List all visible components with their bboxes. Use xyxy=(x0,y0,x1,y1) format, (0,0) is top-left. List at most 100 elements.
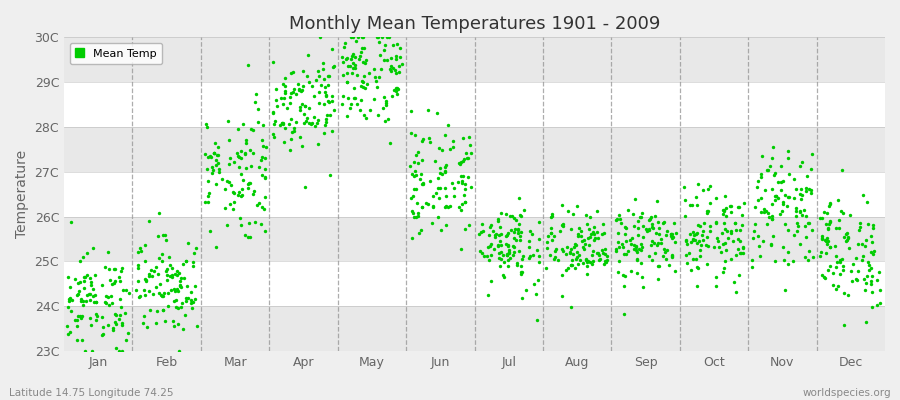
Point xyxy=(508,226,522,232)
Point xyxy=(340,78,355,85)
Point xyxy=(682,250,697,256)
Point xyxy=(346,50,360,57)
Point xyxy=(427,204,441,210)
Point xyxy=(101,249,115,256)
Point xyxy=(384,63,399,69)
Point xyxy=(74,297,88,304)
Point xyxy=(188,295,202,302)
Point xyxy=(149,264,164,270)
Point xyxy=(382,66,397,73)
Point xyxy=(530,277,544,283)
Point xyxy=(709,195,724,201)
Point xyxy=(500,230,515,236)
Point xyxy=(298,102,312,109)
Point xyxy=(392,63,406,69)
Point xyxy=(143,307,157,314)
Point xyxy=(356,78,370,85)
Point xyxy=(79,292,94,298)
Point xyxy=(769,192,783,199)
Point xyxy=(507,214,521,221)
Point xyxy=(234,155,248,161)
Point xyxy=(710,235,724,241)
Point xyxy=(820,235,834,242)
Point xyxy=(729,289,743,295)
Point xyxy=(760,210,775,216)
Point xyxy=(657,246,671,252)
Point xyxy=(438,203,453,210)
Point xyxy=(632,245,646,252)
Point xyxy=(500,252,514,258)
Point xyxy=(853,224,868,230)
Point xyxy=(860,273,874,279)
Point xyxy=(282,120,296,127)
Point xyxy=(588,235,602,241)
Point xyxy=(348,64,363,71)
Point xyxy=(86,293,100,299)
Point xyxy=(320,92,334,98)
Point xyxy=(376,105,391,111)
Point xyxy=(266,130,280,137)
Point xyxy=(141,218,156,224)
Point xyxy=(458,186,473,192)
Point xyxy=(296,83,310,90)
Point xyxy=(316,60,330,66)
Point xyxy=(860,319,874,325)
Point xyxy=(433,170,447,176)
Point xyxy=(107,280,122,286)
Point xyxy=(116,287,130,293)
Point xyxy=(84,282,98,288)
Point xyxy=(690,265,705,272)
Point xyxy=(667,220,681,226)
Point xyxy=(438,162,453,168)
Point xyxy=(500,252,514,259)
Point xyxy=(819,250,833,256)
Point xyxy=(509,236,524,243)
Point xyxy=(452,204,466,210)
Point xyxy=(563,226,578,232)
Point xyxy=(548,248,562,255)
Point xyxy=(778,287,792,293)
Point xyxy=(506,252,520,258)
Point xyxy=(299,118,313,124)
Point xyxy=(79,272,94,278)
Point xyxy=(405,235,419,241)
Point xyxy=(688,194,703,201)
Point xyxy=(577,236,591,243)
Point xyxy=(108,310,122,317)
Point xyxy=(222,201,237,207)
Point xyxy=(849,255,863,262)
Point xyxy=(171,288,185,294)
Point xyxy=(437,168,452,174)
Point xyxy=(483,224,498,230)
Point xyxy=(842,292,856,298)
Point xyxy=(665,252,680,258)
Point xyxy=(167,270,182,277)
Point xyxy=(659,232,673,238)
Point xyxy=(523,228,537,234)
Point xyxy=(513,212,527,218)
Point xyxy=(760,167,775,173)
Point xyxy=(148,284,163,290)
Point xyxy=(447,185,462,191)
Point xyxy=(732,204,746,210)
Point xyxy=(425,219,439,226)
Point xyxy=(350,72,365,78)
Point xyxy=(571,261,585,267)
Point xyxy=(633,214,647,220)
Point xyxy=(818,236,832,243)
Point xyxy=(285,89,300,95)
Point xyxy=(665,235,680,241)
Point xyxy=(654,240,669,246)
Point xyxy=(267,134,282,140)
Point xyxy=(587,231,601,237)
Point xyxy=(174,275,188,281)
Point xyxy=(596,221,610,228)
Point xyxy=(634,244,649,250)
Point xyxy=(184,300,198,306)
Point xyxy=(112,278,127,284)
Point xyxy=(407,214,421,220)
Point xyxy=(616,244,630,250)
Point xyxy=(104,300,119,306)
Point xyxy=(494,210,508,216)
Point xyxy=(276,120,291,127)
